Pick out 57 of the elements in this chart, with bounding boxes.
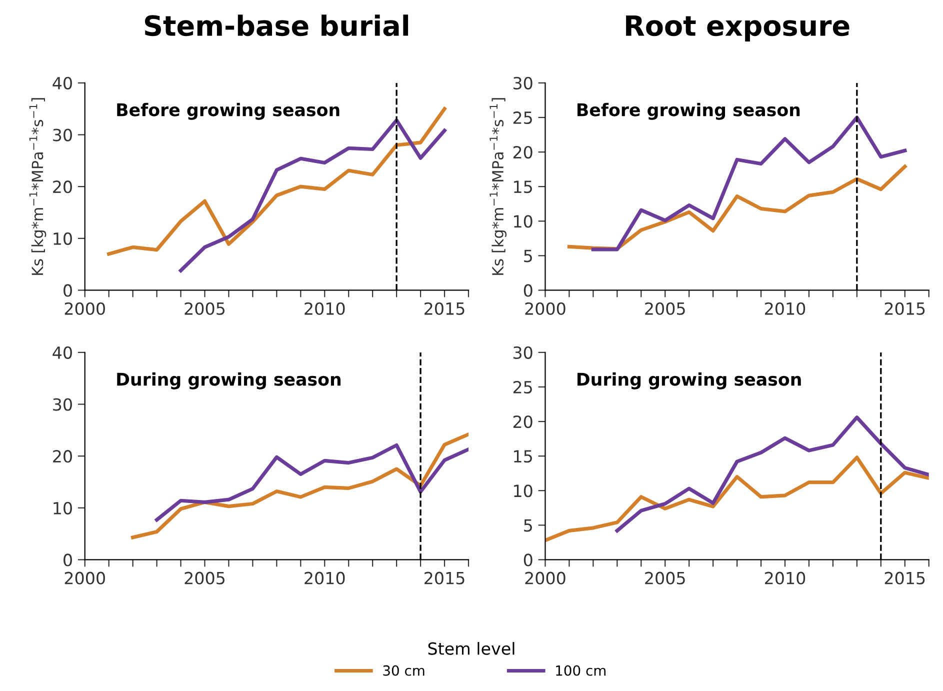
line-series [154, 443, 468, 522]
line-series [178, 118, 446, 272]
y-tick-label: 0 [64, 554, 72, 566]
x-tick-label: 2010 [765, 572, 806, 584]
x-tick-label: 2000 [64, 302, 105, 315]
chart-title: Stem-base burial [144, 14, 408, 36]
annotation: During growing season [578, 372, 801, 390]
y-tick-label: 0 [524, 554, 532, 566]
line-series [615, 416, 929, 532]
legend-label: 30 cm [383, 665, 424, 676]
y-tick-label: 20 [53, 180, 72, 194]
annotation: Before growing season [578, 102, 800, 120]
line-series [131, 432, 468, 540]
x-tick-label: 2015 [884, 572, 925, 584]
x-tick-label: 2005 [184, 572, 225, 584]
y-tick-label: 15 [514, 180, 532, 194]
y-tick-label: 5 [524, 250, 532, 262]
x-tick-label: 2000 [64, 572, 105, 584]
y-tick-label: 10 [54, 232, 72, 245]
x-tick-label: 2005 [645, 572, 685, 584]
x-tick-label: 2005 [645, 302, 685, 315]
y-tick-label: 20 [513, 146, 532, 159]
y-tick-label: 15 [514, 450, 532, 463]
y-tick-label: 5 [524, 519, 532, 532]
y-tick-label: 10 [54, 502, 72, 514]
y-tick-label: 30 [53, 398, 72, 411]
x-tick-label: 2000 [525, 302, 566, 315]
y-tick-label: 40 [52, 76, 72, 90]
x-tick-label: 2000 [525, 572, 566, 584]
y-tick-label: 10 [514, 215, 532, 228]
y-tick-label: 30 [513, 76, 532, 90]
y-tick-label: 25 [513, 380, 532, 394]
x-tick-label: 2005 [184, 302, 225, 315]
line-series [567, 164, 907, 251]
y-tick-label: 30 [53, 128, 72, 142]
x-tick-label: 2015 [424, 572, 464, 584]
x-tick-label: 2015 [884, 302, 925, 315]
x-tick-label: 2010 [765, 302, 806, 315]
legend-title: Stem level [428, 642, 514, 655]
y-tick-label: 0 [524, 284, 532, 297]
y-tick-label: 10 [514, 484, 532, 498]
y-tick-label: 20 [513, 415, 532, 428]
annotation: During growing season [117, 372, 340, 390]
x-tick-label: 2010 [304, 302, 345, 315]
x-tick-label: 2010 [304, 572, 345, 584]
y-tick-label: 25 [513, 111, 532, 124]
y-tick-label: 20 [53, 450, 72, 463]
x-tick-label: 2015 [424, 302, 464, 315]
line-series [545, 456, 929, 542]
y-tick-label: 30 [513, 346, 532, 359]
y-tick-label: 40 [52, 346, 72, 359]
legend-label: 100 cm [556, 665, 606, 676]
y-axis-title: Ks [kg*m$^{−1}$*MPa$^{−1}$*s$^{−1}$] [29, 98, 46, 275]
y-axis-title: Ks [kg*m$^{−1}$*MPa$^{−1}$*s$^{−1}$] [490, 98, 507, 275]
y-tick-label: 0 [64, 284, 72, 297]
chart-title: Root exposure [626, 15, 850, 42]
annotation: Before growing season [117, 102, 340, 120]
